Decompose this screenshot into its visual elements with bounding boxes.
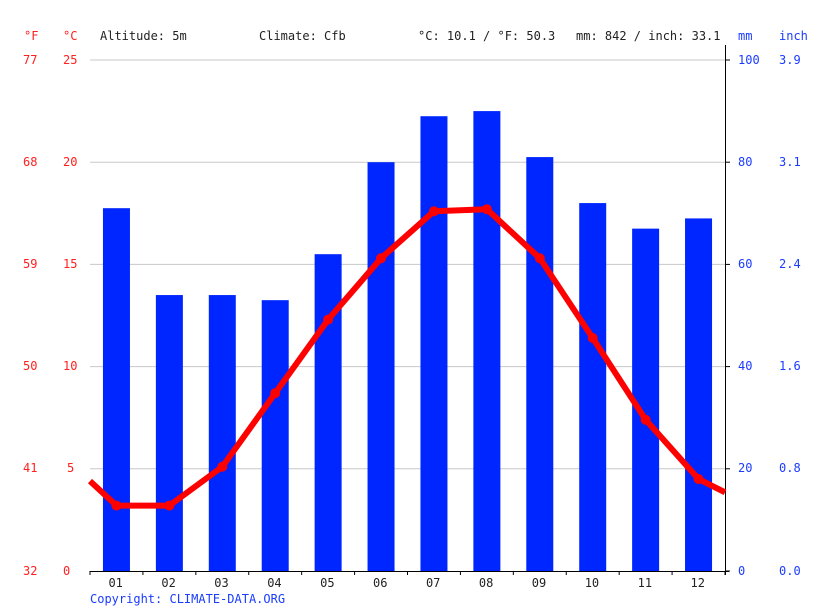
precipitation-bar bbox=[685, 218, 713, 571]
temperature-polyline bbox=[87, 206, 727, 509]
month-label: 12 bbox=[690, 576, 705, 590]
celsius-tick: 5 bbox=[67, 461, 75, 475]
month-label: 05 bbox=[320, 576, 335, 590]
precipitation-bar bbox=[261, 300, 289, 571]
temperature-point bbox=[428, 206, 439, 217]
temperature-point bbox=[323, 314, 334, 325]
fahrenheit-tick: 77 bbox=[23, 53, 38, 67]
month-label: 02 bbox=[161, 576, 176, 590]
fahrenheit-unit-label: °F bbox=[24, 29, 39, 43]
celsius-unit-label: °C bbox=[63, 29, 78, 43]
mm-tick: 20 bbox=[738, 461, 753, 475]
temperature-point bbox=[693, 474, 704, 485]
fahrenheit-tick: 41 bbox=[23, 461, 38, 475]
inch-tick: 1.6 bbox=[779, 359, 801, 373]
mm-unit-label: mm bbox=[738, 29, 753, 43]
mm-tick: 40 bbox=[738, 359, 753, 373]
temperature-point bbox=[270, 388, 281, 399]
precipitation-bar bbox=[314, 254, 342, 571]
month-label: 01 bbox=[108, 576, 123, 590]
precipitation-bars bbox=[102, 111, 713, 572]
celsius-tick: 15 bbox=[63, 257, 78, 271]
climate-label: Climate: Cfb bbox=[259, 29, 346, 43]
mm-tick: 80 bbox=[738, 155, 753, 169]
temperature-line bbox=[87, 204, 727, 511]
fahrenheit-tick: 59 bbox=[23, 257, 38, 271]
inch-tick: 2.4 bbox=[779, 257, 801, 271]
precipitation-bar bbox=[102, 208, 130, 571]
total-precipitation-label: mm: 842 / inch: 33.1 bbox=[576, 29, 721, 43]
inch-tick: 0.0 bbox=[779, 564, 801, 578]
chart-axes bbox=[89, 45, 730, 575]
inch-unit-label: inch bbox=[779, 29, 808, 43]
inch-tick: 0.8 bbox=[779, 461, 801, 475]
altitude-label: Altitude: 5m bbox=[100, 29, 187, 43]
mm-tick: 100 bbox=[738, 53, 760, 67]
temperature-point bbox=[587, 332, 598, 343]
temperature-point bbox=[217, 461, 228, 472]
precipitation-bar bbox=[579, 203, 607, 571]
temperature-point bbox=[534, 253, 545, 264]
gridlines bbox=[90, 59, 725, 470]
celsius-tick: 20 bbox=[63, 155, 78, 169]
month-label: 07 bbox=[425, 576, 441, 590]
precipitation-bar bbox=[420, 116, 448, 572]
precipitation-bar bbox=[473, 111, 501, 571]
temperature-point bbox=[111, 500, 122, 511]
temperature-point bbox=[164, 500, 175, 511]
precipitation-bar bbox=[367, 162, 395, 571]
month-label: 08 bbox=[478, 576, 494, 590]
temperature-point bbox=[376, 253, 387, 264]
precipitation-bar bbox=[208, 295, 236, 571]
celsius-tick: 10 bbox=[63, 359, 78, 373]
temperature-point bbox=[481, 204, 492, 215]
fahrenheit-tick: 50 bbox=[23, 359, 38, 373]
month-label: 10 bbox=[584, 576, 600, 590]
inch-tick: 3.9 bbox=[779, 53, 801, 67]
month-label: 09 bbox=[531, 576, 547, 590]
copyright-link[interactable]: Copyright: CLIMATE-DATA.ORG bbox=[90, 592, 286, 606]
precipitation-bar bbox=[632, 228, 660, 571]
precipitation-bar bbox=[526, 157, 554, 571]
celsius-tick: 0 bbox=[63, 564, 71, 578]
inch-tick: 3.1 bbox=[779, 155, 801, 169]
month-label: 11 bbox=[637, 576, 653, 590]
month-label: 04 bbox=[267, 576, 282, 590]
average-temperature-label: °C: 10.1 / °F: 50.3 bbox=[418, 29, 556, 43]
celsius-tick: 25 bbox=[63, 53, 78, 67]
precipitation-bar bbox=[155, 295, 183, 571]
temperature-point bbox=[640, 414, 651, 425]
fahrenheit-tick: 68 bbox=[23, 155, 38, 169]
month-label: 06 bbox=[373, 576, 388, 590]
month-label: 03 bbox=[214, 576, 229, 590]
mm-tick: 60 bbox=[738, 257, 753, 271]
fahrenheit-tick: 32 bbox=[23, 564, 38, 578]
mm-tick: 0 bbox=[738, 564, 746, 578]
